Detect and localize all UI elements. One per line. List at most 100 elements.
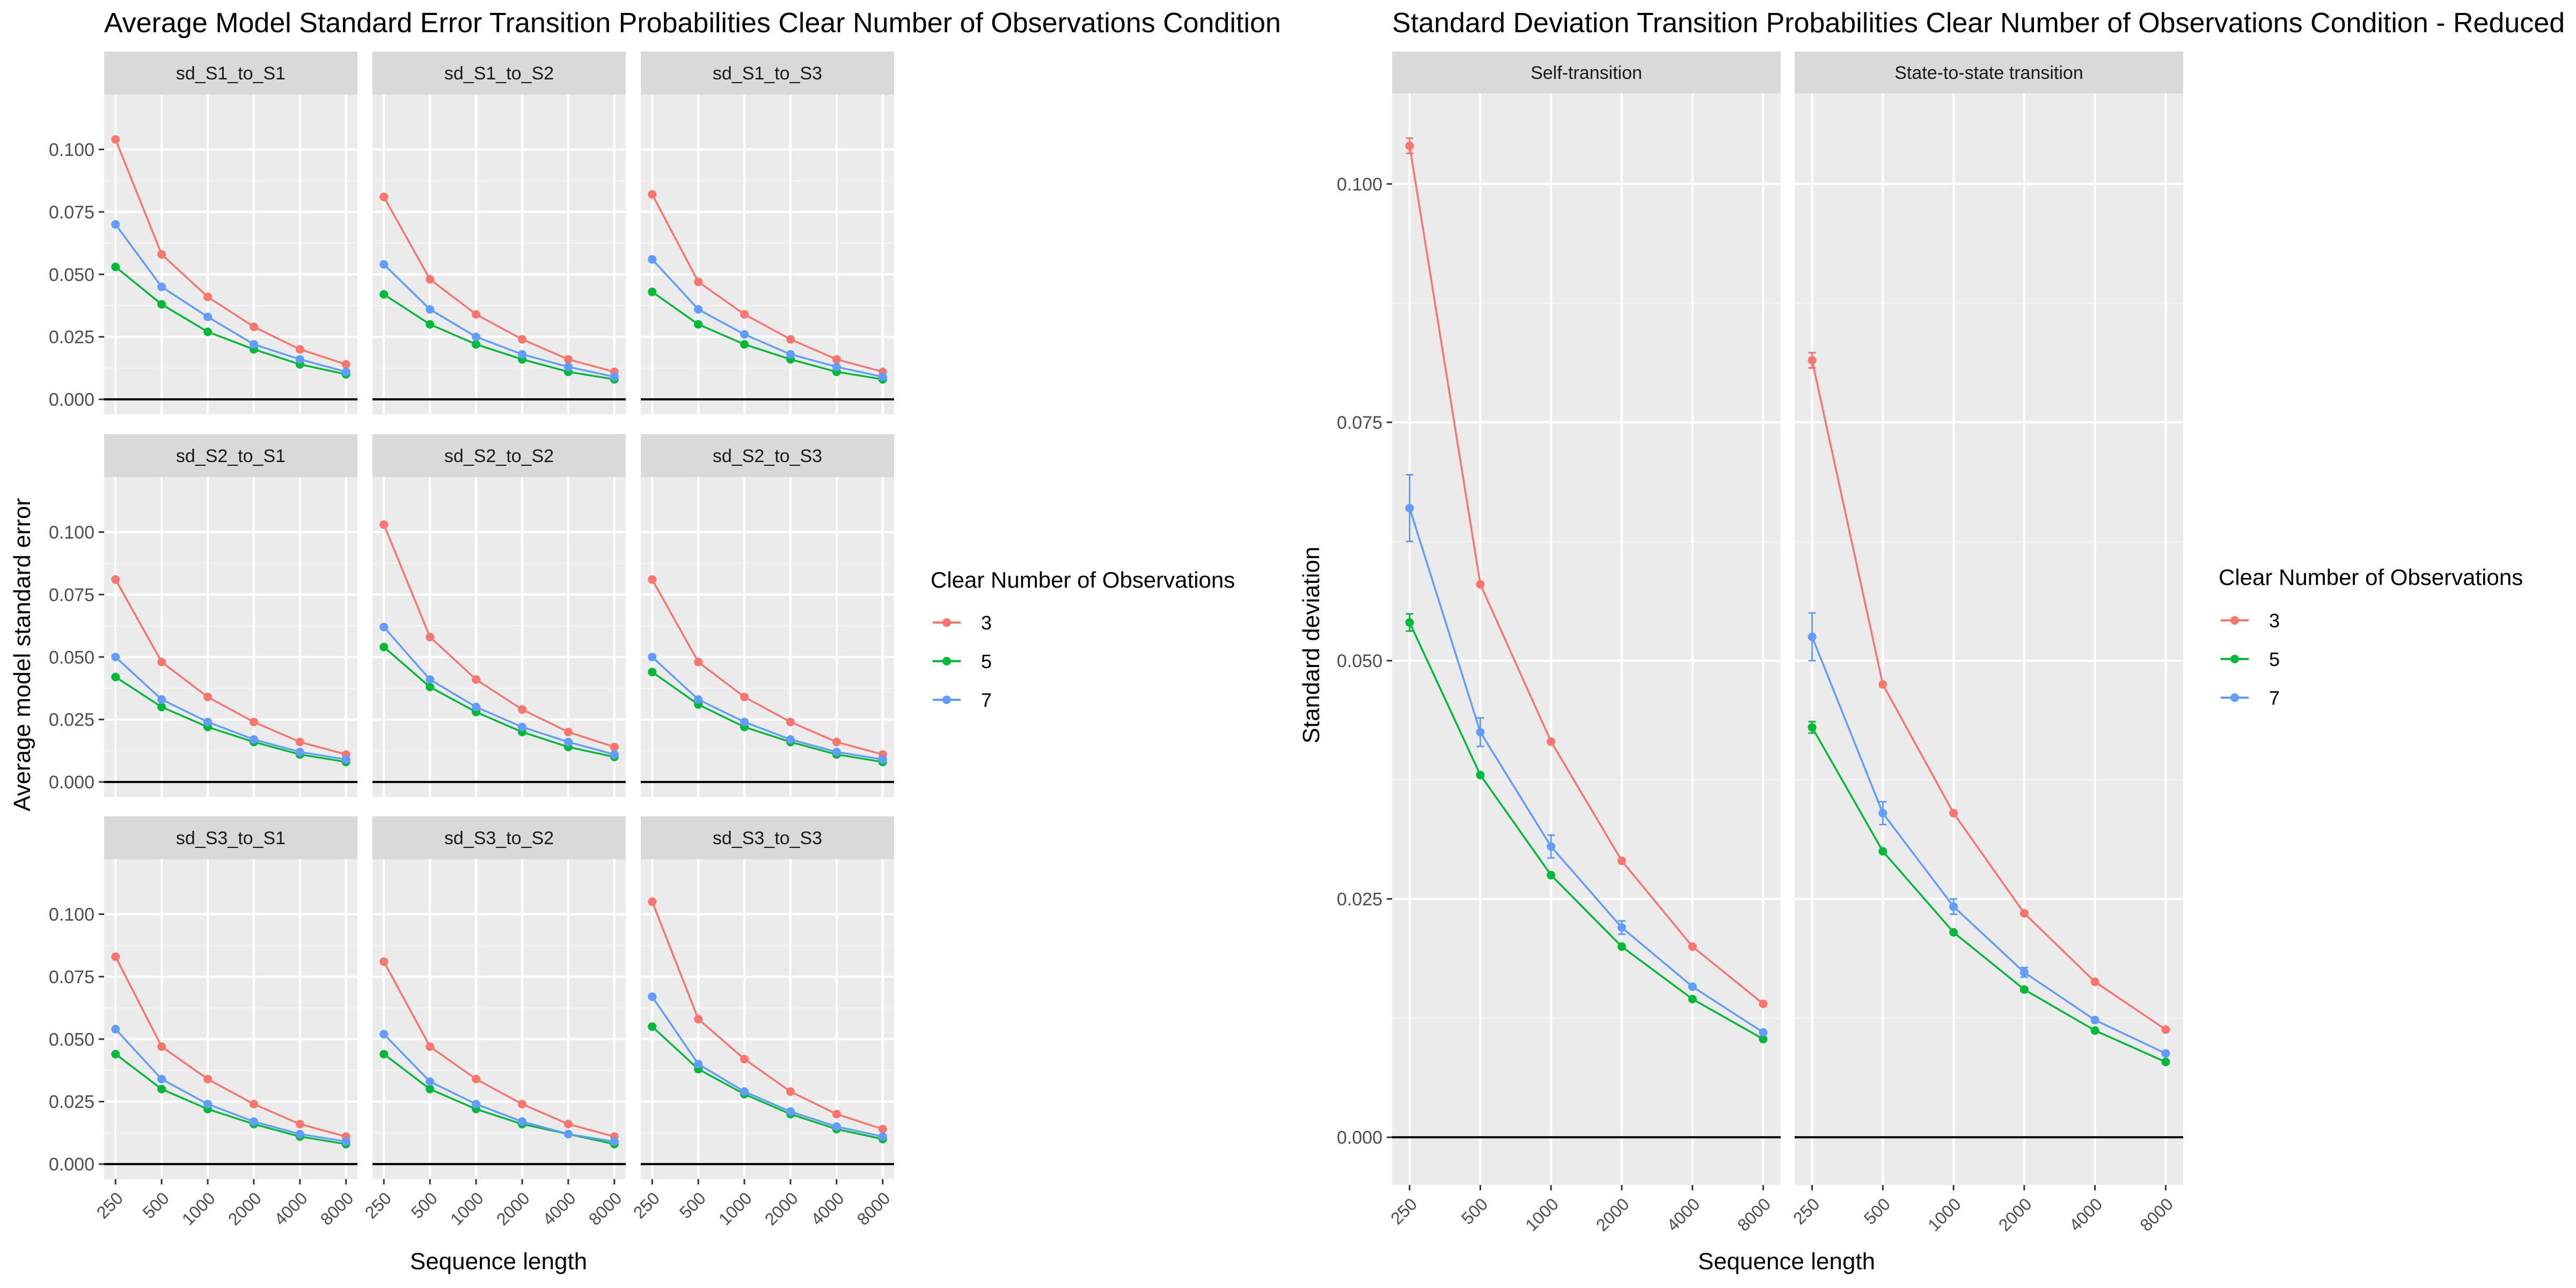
panel-background (641, 94, 894, 414)
data-point-7 (648, 992, 657, 1001)
data-point-7 (379, 623, 389, 632)
series-line-3 (651, 579, 883, 756)
left-panels: sd_S1_to_S10.0000.0250.0500.0750.100sd_S… (49, 52, 894, 1229)
series-line-5 (383, 646, 615, 758)
series-line-7 (115, 656, 347, 760)
data-point-7 (786, 350, 795, 359)
data-point-3 (426, 1042, 435, 1051)
data-point-7 (472, 332, 481, 341)
right-legend-key-7: 7 (2221, 687, 2280, 709)
data-point-7 (426, 675, 435, 684)
panel-background (372, 477, 626, 797)
facet-strip (1795, 52, 2183, 93)
data-point-5 (694, 320, 703, 329)
left-legend-label-7: 7 (981, 689, 992, 711)
series-line-7 (651, 996, 883, 1138)
data-point-7 (564, 737, 573, 747)
panel-State-to-state transition: State-to-state transition 250 500 1000 2000 4… (1789, 52, 2183, 1235)
y-tick-label: 0.100 (49, 140, 94, 160)
y-tick-label: 0.000 (49, 390, 94, 410)
data-point-7 (2090, 1015, 2099, 1024)
data-point-3 (157, 1042, 166, 1051)
data-point-3 (648, 575, 657, 584)
panel-background (372, 94, 626, 414)
data-point-7 (832, 1122, 841, 1131)
data-point-3 (1807, 356, 1817, 365)
series-line-3 (651, 194, 883, 373)
panel-sd_S2_to_S1: sd_S2_to_S1 0.000 0.025 0.050 0.075 0.100 (49, 434, 357, 797)
left-legend-key-7: 7 (933, 689, 992, 711)
right-legend-key-3: 3 (2221, 610, 2280, 632)
series-line-3 (383, 524, 615, 748)
data-point-7 (564, 1130, 573, 1139)
panel-background (1392, 93, 1781, 1185)
x-tick-label: 4000 (539, 1188, 580, 1229)
data-point-7 (1617, 923, 1626, 932)
data-point-3 (249, 718, 258, 727)
data-point-3 (2019, 909, 2029, 918)
data-point-7 (426, 1077, 435, 1086)
facet-label: sd_S3_to_S2 (444, 828, 554, 848)
x-tick-label: 500 (1860, 1194, 1894, 1228)
data-point-3 (426, 633, 435, 641)
data-point-7 (517, 1117, 526, 1126)
data-point-3 (249, 323, 258, 332)
data-point-3 (1949, 809, 1958, 818)
y-tick-label: 0.025 (49, 710, 94, 730)
data-point-7 (1405, 503, 1414, 513)
data-point-3 (564, 1119, 573, 1129)
data-point-5 (426, 683, 435, 692)
data-point-7 (694, 305, 703, 314)
data-point-7 (740, 718, 749, 727)
panel-Self-transition: Self-transition 0.000 0.025 0.050 0.075 0.100… (1337, 52, 1781, 1235)
data-point-7 (740, 330, 749, 339)
data-point-3 (379, 520, 389, 529)
panel-sd_S1_to_S1: sd_S1_to_S1 0.000 0.025 0.050 0.075 0.100 (49, 52, 357, 414)
series-line-7 (1408, 508, 1764, 1034)
y-tick-label: 0.100 (49, 522, 94, 543)
panel-sd_S1_to_S3: sd_S1_to_S3 (641, 52, 894, 414)
data-point-5 (2161, 1057, 2170, 1066)
panel-background (641, 477, 894, 797)
series-line-5 (1811, 727, 2167, 1063)
right-chart-title: Standard Deviation Transition Probabilit… (1392, 8, 2565, 39)
left-legend-key-3: 3 (933, 612, 992, 634)
data-point-5 (157, 702, 166, 712)
data-point-7 (2161, 1049, 2170, 1058)
right-legend-label-5: 5 (2269, 648, 2280, 670)
data-point-7 (1476, 728, 1485, 737)
data-point-5 (648, 1022, 657, 1031)
facet-label: sd_S2_to_S3 (713, 446, 822, 466)
right-y-axis-title: Standard deviation (1298, 547, 1324, 744)
data-point-7 (694, 1059, 703, 1069)
data-point-7 (472, 1100, 481, 1109)
data-point-7 (295, 1130, 304, 1139)
data-point-5 (648, 668, 657, 677)
left-legend: Clear Number of Observations 3 5 7 (931, 567, 1235, 711)
series-line-7 (114, 224, 347, 373)
data-point-7 (1807, 632, 1817, 641)
data-point-7 (517, 722, 526, 731)
series-line-3 (383, 196, 615, 373)
data-point-7 (249, 735, 258, 744)
data-point-3 (203, 1074, 213, 1084)
facet-strip (104, 434, 357, 477)
facet-strip (104, 816, 357, 859)
x-tick-label: 1000 (1924, 1194, 1965, 1235)
left-legend-title: Clear Number of Observations (931, 567, 1235, 592)
x-tick-label: 500 (139, 1188, 173, 1222)
x-tick-label: 1000 (715, 1188, 756, 1229)
series-line-7 (383, 1033, 615, 1143)
panel-sd_S3_to_S2: sd_S3_to_S2 250 500 1000 2000 4000 8000 (361, 816, 626, 1229)
facet-label: Self-transition (1531, 63, 1642, 83)
data-point-7 (648, 653, 657, 662)
data-point-5 (1949, 928, 1958, 937)
facet-strip (104, 52, 357, 94)
facet-strip (1392, 52, 1781, 93)
data-point-3 (740, 1055, 749, 1064)
data-point-7 (740, 1087, 749, 1096)
data-point-5 (1759, 1035, 1768, 1044)
facet-label: sd_S1_to_S3 (713, 63, 822, 84)
facet-strip (641, 52, 894, 94)
data-point-3 (203, 292, 213, 302)
